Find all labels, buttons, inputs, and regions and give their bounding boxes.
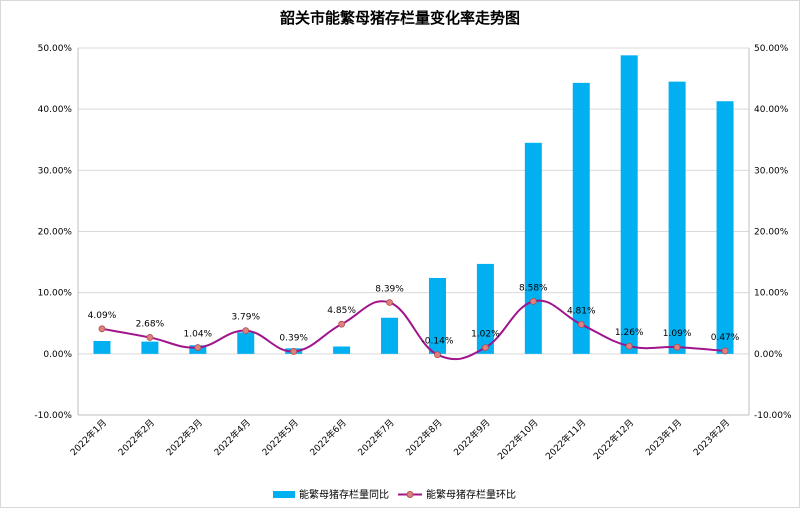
bar-yoy bbox=[524, 142, 542, 354]
bar-yoy bbox=[237, 332, 255, 354]
y-tick-label-left: -10.00% bbox=[34, 411, 72, 421]
data-label: 2.68% bbox=[136, 319, 165, 329]
y-tick-label-left: 30.00% bbox=[38, 166, 73, 176]
bar-yoy bbox=[333, 346, 351, 354]
x-tick-label: 2022年11月 bbox=[543, 417, 589, 463]
data-label: -0.14% bbox=[422, 337, 454, 347]
data-label: 1.02% bbox=[471, 330, 500, 340]
line-marker bbox=[242, 327, 250, 335]
line-marker bbox=[625, 342, 633, 350]
grid-lines bbox=[78, 47, 749, 416]
y-tick-label-left: 0.00% bbox=[43, 350, 72, 360]
line-marker bbox=[529, 297, 537, 305]
x-tick-label: 2022年6月 bbox=[307, 417, 348, 458]
line-marker bbox=[194, 344, 202, 351]
x-tick-label: 2022年10月 bbox=[495, 417, 541, 463]
line-marker bbox=[290, 348, 298, 355]
line-marker bbox=[481, 344, 489, 351]
data-label: 8.58% bbox=[519, 283, 548, 293]
x-tick-label: 2022年9月 bbox=[451, 417, 492, 458]
bar-yoy bbox=[93, 340, 111, 354]
data-label: 3.79% bbox=[231, 313, 260, 323]
y-tick-label-right: 20.00% bbox=[754, 228, 789, 238]
x-tick-label: 2022年1月 bbox=[68, 417, 109, 458]
x-tick-label: 2023年2月 bbox=[691, 417, 732, 458]
data-label: 4.09% bbox=[88, 311, 117, 321]
y-tick-label-right: 40.00% bbox=[754, 105, 789, 115]
data-label: 1.09% bbox=[663, 329, 692, 339]
bar-yoy bbox=[141, 341, 159, 354]
line-marker bbox=[386, 299, 393, 306]
y-tick-label-right: 30.00% bbox=[754, 166, 789, 176]
line-marker bbox=[721, 347, 729, 355]
data-label: 1.04% bbox=[184, 329, 213, 339]
x-tick-label: 2022年4月 bbox=[211, 417, 252, 458]
x-tick-label: 2022年7月 bbox=[355, 417, 396, 458]
y-tick-label-left: 50.00% bbox=[38, 44, 73, 54]
y-tick-label-left: 10.00% bbox=[38, 289, 73, 299]
line-marker bbox=[338, 320, 346, 328]
x-tick-label: 2023年1月 bbox=[643, 417, 684, 458]
line-mom bbox=[101, 299, 726, 361]
y-tick-label-right: 50.00% bbox=[754, 44, 789, 54]
legend-label-mom: 能繁母猪存栏量环比 bbox=[426, 488, 516, 501]
line-series: 4.09% 2.68% 1.04% 3.79% 0.39% 4.85% 8.39% -0.14… bbox=[88, 283, 740, 361]
bar-yoy bbox=[381, 317, 399, 354]
x-tick-label: 2022年2月 bbox=[116, 417, 157, 458]
chart-title: 韶关市能繁母猪存栏量变化率走势图 bbox=[280, 9, 520, 27]
bar-yoy bbox=[620, 55, 638, 354]
x-tick-label: 2022年3月 bbox=[163, 417, 204, 458]
legend-marker-mom bbox=[406, 491, 414, 498]
legend-label-yoy: 能繁母猪存栏量同比 bbox=[299, 488, 389, 501]
y-tick-label-right: -10.00% bbox=[754, 411, 792, 421]
y-tick-label-right: 10.00% bbox=[754, 289, 789, 299]
bar-series bbox=[93, 55, 734, 354]
bar-yoy bbox=[572, 82, 590, 354]
data-label: 4.85% bbox=[327, 306, 356, 316]
data-label: 4.81% bbox=[567, 306, 596, 316]
x-tick-label: 2022年12月 bbox=[591, 417, 637, 463]
legend: 能繁母猪存栏量同比 能繁母猪存栏量环比 bbox=[273, 488, 516, 501]
bar-yoy bbox=[668, 81, 686, 354]
line-marker bbox=[146, 334, 154, 341]
x-tick-label: 2022年8月 bbox=[403, 417, 444, 458]
line-marker bbox=[673, 343, 681, 351]
data-label: 1.26% bbox=[615, 328, 644, 338]
legend-swatch-yoy bbox=[273, 491, 295, 498]
bar-yoy bbox=[428, 277, 446, 354]
bar-yoy bbox=[716, 101, 734, 354]
data-label: 0.47% bbox=[711, 333, 740, 343]
bar-yoy bbox=[476, 263, 494, 354]
line-marker bbox=[577, 321, 585, 328]
y-tick-label-right: 0.00% bbox=[754, 350, 783, 360]
y-tick-label-left: 20.00% bbox=[38, 228, 73, 238]
line-marker bbox=[434, 351, 441, 359]
line-marker bbox=[98, 325, 106, 333]
x-tick-label: 2022年5月 bbox=[259, 417, 300, 458]
data-label: 8.39% bbox=[375, 285, 404, 295]
data-label: 0.39% bbox=[279, 333, 308, 343]
y-tick-label-left: 40.00% bbox=[38, 105, 73, 115]
